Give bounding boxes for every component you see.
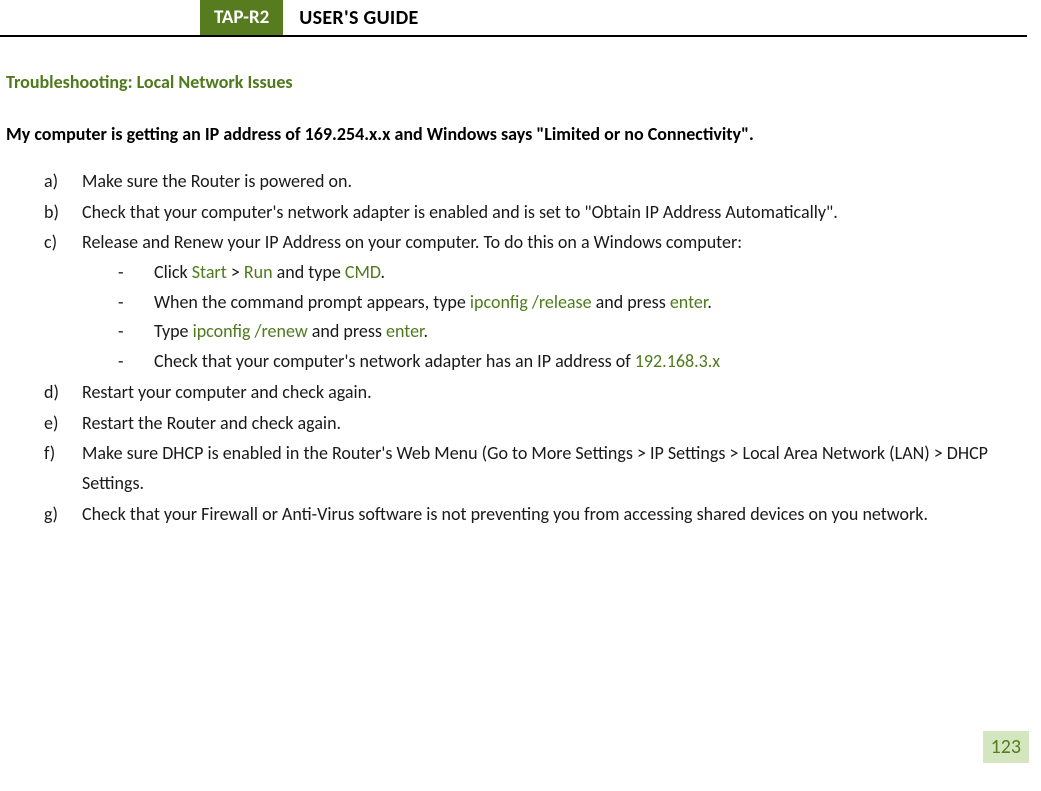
substep-fragment: Check that your computer's network adapt… [154,350,635,372]
troubleshooting-steps: a) Make sure the Router is powered on. b… [6,167,1023,529]
step-marker: g) [44,500,58,530]
step-text: Make sure the Router is powered on. [82,170,352,192]
step-marker: b) [44,198,59,228]
substep-fragment: and press [592,291,670,313]
step-f: f) Make sure DHCP is enabled in the Rout… [44,439,1023,498]
page-number-box: 123 [983,731,1029,763]
substep-4: - Check that your computer's network ada… [118,347,1023,377]
product-tab: TAP-R2 [200,0,283,35]
step-text: Release and Renew your IP Address on you… [82,231,742,253]
key-enter: enter [386,320,424,342]
document-title: USER'S GUIDE [283,0,418,35]
substep-fragment: Click [154,261,192,283]
substep-2: - When the command prompt appears, type … [118,288,1023,318]
product-tab-label: TAP-R2 [214,6,269,29]
step-d: d) Restart your computer and check again… [44,378,1023,408]
key-enter: enter [670,291,708,313]
step-a: a) Make sure the Router is powered on. [44,167,1023,197]
step-text: Restart your computer and check again. [82,381,372,403]
step-text: Check that your computer's network adapt… [82,201,838,223]
dash-marker: - [118,317,124,347]
cmd-start: Start [192,261,227,283]
step-text: Restart the Router and check again. [82,412,341,434]
step-text: Make sure DHCP is enabled in the Router'… [82,442,988,494]
ip-address: 192.168.3.x [635,350,720,372]
substep-fragment: and type [273,261,345,283]
cmd-cmd: CMD [345,261,381,283]
substep-fragment: and press [308,320,386,342]
header-spacer [0,0,200,35]
step-c: c) Release and Renew your IP Address on … [44,228,1023,376]
step-e: e) Restart the Router and check again. [44,409,1023,439]
substep-fragment: . [424,320,429,342]
step-marker: f) [44,439,55,469]
dash-marker: - [118,288,124,318]
issue-heading: My computer is getting an IP address of … [6,123,1023,145]
step-text: Check that your Firewall or Anti-Virus s… [82,503,928,525]
step-b: b) Check that your computer's network ad… [44,198,1023,228]
cmd-ipconfig-release: ipconfig /release [470,291,592,313]
substep-fragment: . [707,291,712,313]
page-number: 123 [991,735,1021,759]
step-marker: e) [44,409,58,439]
cmd-run: Run [244,261,273,283]
substep-fragment: When the command prompt appears, type [154,291,470,313]
step-marker: d) [44,378,59,408]
step-g: g) Check that your Firewall or Anti-Viru… [44,500,1023,530]
substep-fragment: Type [154,320,193,342]
document-title-text: USER'S GUIDE [299,6,418,30]
step-marker: c) [44,228,57,258]
substep-3: - Type ipconfig /renew and press enter. [118,317,1023,347]
substep-fragment: . [381,261,386,283]
dash-marker: - [118,347,124,377]
substep-fragment: > [227,261,244,283]
page-content: Troubleshooting: Local Network Issues My… [0,37,1041,529]
step-c-substeps: - Click Start > Run and type CMD. - When… [82,258,1023,377]
document-header: TAP-R2 USER'S GUIDE [0,0,1027,37]
cmd-ipconfig-renew: ipconfig /renew [193,320,308,342]
dash-marker: - [118,258,124,288]
step-marker: a) [44,167,58,197]
section-title: Troubleshooting: Local Network Issues [6,71,1023,93]
substep-1: - Click Start > Run and type CMD. [118,258,1023,288]
